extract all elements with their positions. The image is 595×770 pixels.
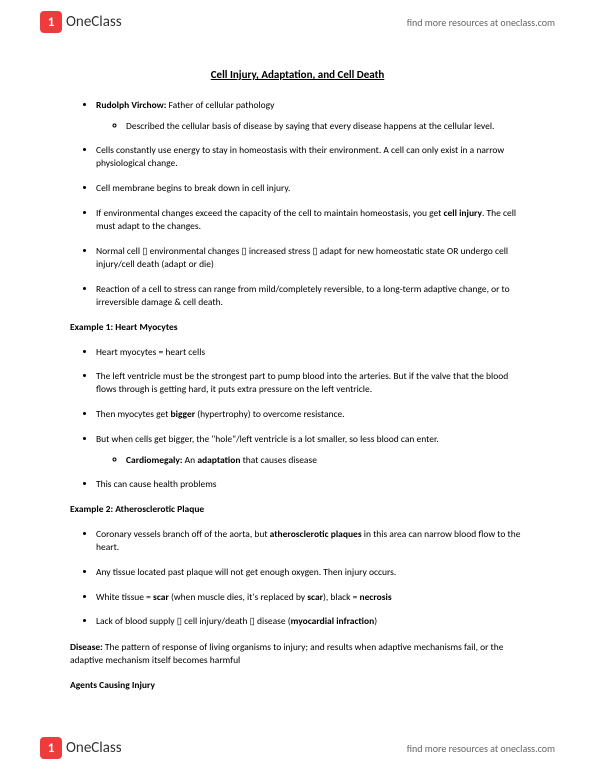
disease-definition: Disease: The pattern of response of livi… [70, 641, 525, 667]
document-title: Cell Injury, Adaptation, and Cell Death [70, 68, 525, 83]
footer-logo[interactable]: 1 OneClass [40, 737, 122, 759]
document-body: Cell Injury, Adaptation, and Cell Death … [0, 40, 595, 692]
list-item: White tissue = scar (when muscle dies, i… [96, 591, 525, 604]
list-item: Cell membrane begins to break down in ce… [96, 182, 525, 195]
page-footer: 1 OneClass find more resources at onecla… [0, 730, 595, 770]
agents-heading: Agents Causing Injury [70, 679, 525, 692]
list-item: If environmental changes exceed the capa… [96, 207, 525, 233]
list-item: Lack of blood supply ▯ cell injury/death… [96, 615, 525, 629]
example-2-bullet-list: Coronary vessels branch off of the aorta… [70, 528, 525, 629]
example-1-heading: Example 1: Heart Myocytes [70, 321, 525, 334]
intro-bullet-list: Rudolph Virchow: Father of cellular path… [70, 99, 525, 309]
list-item: Cells constantly use energy to stay in h… [96, 144, 525, 170]
logo-icon: 1 [40, 11, 62, 33]
logo[interactable]: 1 OneClass [40, 11, 122, 33]
logo-icon: 1 [40, 737, 62, 759]
list-item: The left ventricle must be the strongest… [96, 370, 525, 396]
list-item: Then myocytes get bigger (hypertrophy) t… [96, 408, 525, 421]
logo-text: OneClass [66, 739, 122, 757]
sub-list: Described the cellular basis of disease … [96, 120, 525, 133]
list-item: Described the cellular basis of disease … [126, 120, 525, 133]
example-1-bullet-list: Heart myocytes = heart cells The left ven… [70, 346, 525, 492]
header-resources-link[interactable]: find more resources at oneclass.com [407, 16, 555, 29]
list-item: This can cause health problems [96, 478, 525, 491]
list-item: Normal cell ▯ environmental changes ▯ in… [96, 245, 525, 272]
list-item: Cardiomegaly: An adaptation that causes … [126, 454, 525, 467]
list-item: Rudolph Virchow: Father of cellular path… [96, 99, 525, 133]
list-item: Coronary vessels branch off of the aorta… [96, 528, 525, 554]
page-header: 1 OneClass find more resources at onecla… [0, 0, 595, 40]
example-2-heading: Example 2: Atherosclerotic Plaque [70, 503, 525, 516]
list-item: Any tissue located past plaque will not … [96, 566, 525, 579]
footer-resources-link[interactable]: find more resources at oneclass.com [407, 742, 555, 755]
sub-list: Cardiomegaly: An adaptation that causes … [96, 454, 525, 467]
list-item: But when cells get bigger, the "hole"/le… [96, 433, 525, 467]
list-item: Reaction of a cell to stress can range f… [96, 283, 525, 309]
list-item: Heart myocytes = heart cells [96, 346, 525, 359]
logo-text: OneClass [66, 13, 122, 31]
